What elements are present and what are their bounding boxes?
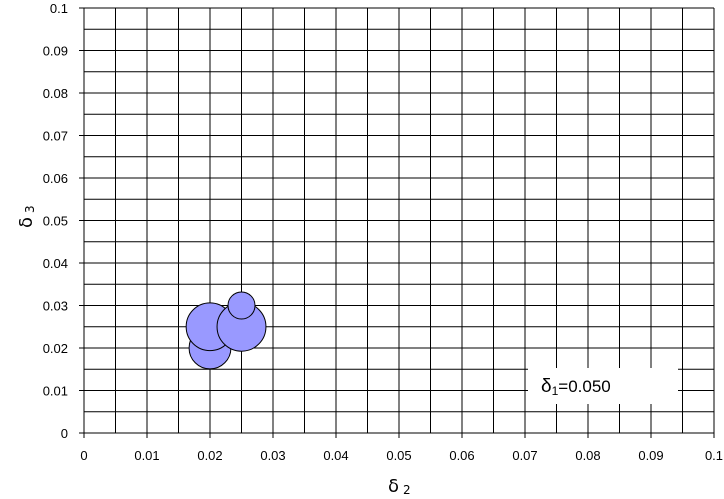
- y-tick-label: 0.04: [43, 256, 68, 271]
- x-tick-label: 0.03: [260, 448, 285, 463]
- x-tick-label: 0.08: [575, 448, 600, 463]
- y-tick-label: 0.05: [43, 214, 68, 229]
- x-tick-label: 0.01: [134, 448, 159, 463]
- x-tick-labels: 0 0.01 0.02 0.03 0.04 0.05 0.06 0.07 0.08 0.09 0.1: [80, 448, 723, 463]
- y-tick-label: 0.03: [43, 299, 68, 314]
- x-tick-label: 0.04: [323, 448, 348, 463]
- x-axis-label-symbol: δ: [388, 476, 399, 497]
- y-tick-label: 0.1: [50, 1, 68, 16]
- annotation-subscript: 1: [552, 384, 559, 398]
- y-tick-label: 0.01: [43, 384, 68, 399]
- x-tick-label: 0.09: [638, 448, 663, 463]
- x-axis-label-subscript: 2: [403, 483, 411, 497]
- y-tick-label: 0.08: [43, 86, 68, 101]
- annotation-value: =0.050: [558, 377, 610, 396]
- annotation-box: [528, 368, 678, 404]
- x-tick-label: 0.05: [386, 448, 411, 463]
- annotation-symbol: δ: [541, 376, 552, 397]
- y-tick-labels: 0 0.01 0.02 0.03 0.04 0.05 0.06 0.07 0.08 0.09 0.1: [43, 1, 68, 441]
- x-tick-label: 0.06: [449, 448, 474, 463]
- y-axis-label-subscript: 3: [23, 205, 37, 213]
- x-tick-label: 0: [80, 448, 87, 463]
- annotation: δ1=0.050: [541, 376, 611, 398]
- grid: [79, 7, 715, 438]
- bubble: [227, 291, 256, 320]
- y-tick-label: 0.09: [43, 44, 68, 59]
- y-tick-label: 0.07: [43, 129, 68, 144]
- x-tick-label: 0.02: [197, 448, 222, 463]
- bubbles: [185, 291, 267, 370]
- x-tick-label: 0.07: [512, 448, 537, 463]
- y-tick-label: 0.02: [43, 341, 68, 356]
- x-tick-label: 0.1: [705, 448, 723, 463]
- y-tick-label: 0: [61, 426, 68, 441]
- y-tick-label: 0.06: [43, 171, 68, 186]
- y-axis-label: δ3: [16, 205, 37, 228]
- y-axis-label-symbol: δ: [16, 217, 37, 228]
